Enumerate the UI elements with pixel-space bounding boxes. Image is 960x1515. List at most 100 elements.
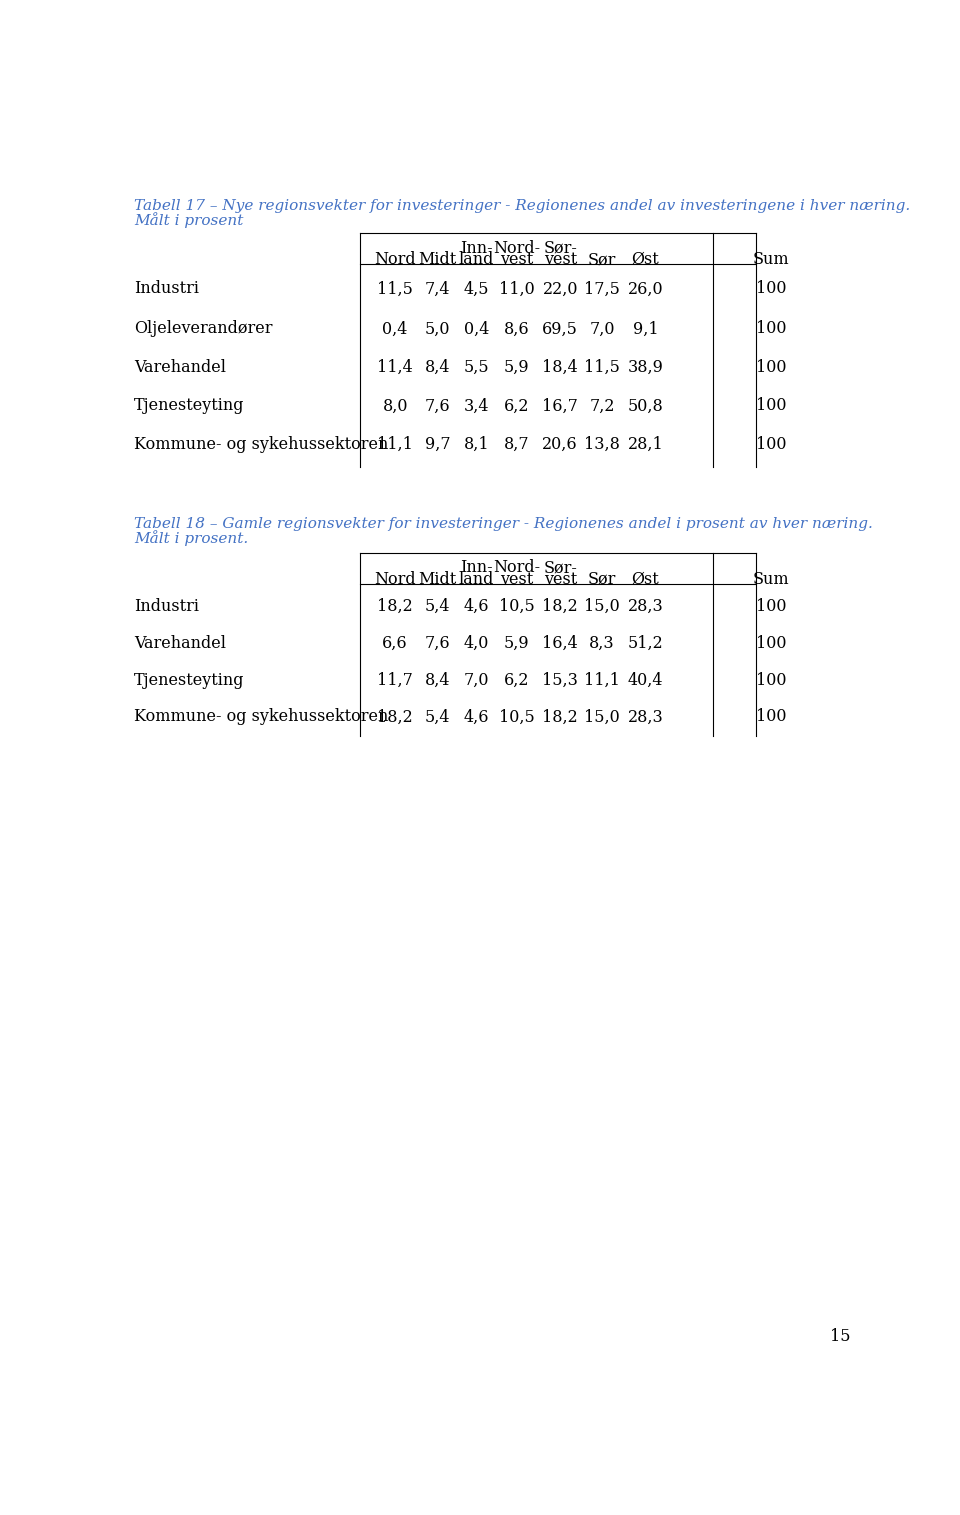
Text: 15,3: 15,3 (542, 671, 578, 688)
Text: 26,0: 26,0 (628, 280, 663, 297)
Text: Kommune- og sykehussektoren: Kommune- og sykehussektoren (134, 709, 389, 726)
Text: 38,9: 38,9 (628, 359, 663, 376)
Text: 9,1: 9,1 (633, 320, 659, 338)
Text: 8,3: 8,3 (589, 635, 614, 651)
Text: 15,0: 15,0 (585, 597, 620, 615)
Text: 50,8: 50,8 (628, 397, 663, 415)
Text: 3,4: 3,4 (464, 397, 490, 415)
Text: vest: vest (543, 571, 577, 588)
Text: 5,4: 5,4 (425, 597, 450, 615)
Text: Industri: Industri (134, 280, 199, 297)
Text: 28,3: 28,3 (628, 597, 663, 615)
Text: vest: vest (543, 251, 577, 268)
Text: Inn-: Inn- (460, 559, 492, 576)
Text: 100: 100 (756, 359, 786, 376)
Text: 8,1: 8,1 (464, 436, 490, 453)
Text: 100: 100 (756, 320, 786, 338)
Text: Midt: Midt (419, 251, 457, 268)
Text: vest: vest (500, 251, 534, 268)
Text: Målt i prosent: Målt i prosent (134, 212, 243, 229)
Text: 51,2: 51,2 (628, 635, 663, 651)
Text: 5,9: 5,9 (504, 359, 530, 376)
Text: 11,4: 11,4 (377, 359, 413, 376)
Text: Varehandel: Varehandel (134, 359, 226, 376)
Text: 18,4: 18,4 (542, 359, 578, 376)
Text: 100: 100 (756, 709, 786, 726)
Text: 7,6: 7,6 (425, 397, 450, 415)
Text: vest: vest (500, 571, 534, 588)
Text: Tabell 18 – Gamle regionsvekter for investeringer - Regionenes andel i prosent a: Tabell 18 – Gamle regionsvekter for inve… (134, 517, 873, 530)
Text: 13,8: 13,8 (584, 436, 620, 453)
Text: 100: 100 (756, 280, 786, 297)
Text: 100: 100 (756, 671, 786, 688)
Text: 22,0: 22,0 (542, 280, 578, 297)
Text: 100: 100 (756, 436, 786, 453)
Text: Øst: Øst (632, 251, 660, 268)
Text: 8,4: 8,4 (425, 359, 450, 376)
Text: Sum: Sum (753, 251, 789, 268)
Text: 4,6: 4,6 (464, 597, 490, 615)
Text: 100: 100 (756, 397, 786, 415)
Text: 11,7: 11,7 (377, 671, 413, 688)
Text: 18,2: 18,2 (542, 597, 578, 615)
Text: Oljeleverandører: Oljeleverandører (134, 320, 273, 338)
Text: 9,7: 9,7 (425, 436, 450, 453)
Text: Sør-: Sør- (543, 559, 577, 576)
Text: Nord: Nord (374, 571, 416, 588)
Text: Sør: Sør (588, 251, 616, 268)
Text: Tjenesteyting: Tjenesteyting (134, 671, 245, 688)
Text: 7,2: 7,2 (589, 397, 614, 415)
Text: Industri: Industri (134, 597, 199, 615)
Text: 8,6: 8,6 (504, 320, 530, 338)
Text: land: land (459, 571, 494, 588)
Text: Målt i prosent.: Målt i prosent. (134, 530, 249, 547)
Text: 5,5: 5,5 (464, 359, 490, 376)
Text: 5,4: 5,4 (425, 709, 450, 726)
Text: 6,2: 6,2 (504, 671, 530, 688)
Text: 11,5: 11,5 (584, 359, 620, 376)
Text: Tabell 17 – Nye regionsvekter for investeringer - Regionenes andel av investerin: Tabell 17 – Nye regionsvekter for invest… (134, 198, 910, 212)
Text: Nord-: Nord- (493, 559, 540, 576)
Text: 4,0: 4,0 (464, 635, 490, 651)
Text: Kommune- og sykehussektoren: Kommune- og sykehussektoren (134, 436, 389, 453)
Text: 15: 15 (830, 1327, 851, 1344)
Text: 18,2: 18,2 (377, 709, 413, 726)
Text: 10,5: 10,5 (499, 597, 535, 615)
Text: 8,0: 8,0 (382, 397, 408, 415)
Text: 0,4: 0,4 (464, 320, 490, 338)
Text: 100: 100 (756, 635, 786, 651)
Text: Sør-: Sør- (543, 239, 577, 256)
Text: 20,6: 20,6 (542, 436, 578, 453)
Text: 6,6: 6,6 (382, 635, 408, 651)
Text: 7,0: 7,0 (589, 320, 614, 338)
Text: 8,7: 8,7 (504, 436, 530, 453)
Text: 7,4: 7,4 (425, 280, 450, 297)
Text: 40,4: 40,4 (628, 671, 663, 688)
Text: Varehandel: Varehandel (134, 635, 226, 651)
Text: 11,1: 11,1 (584, 671, 620, 688)
Text: 18,2: 18,2 (377, 597, 413, 615)
Text: 28,3: 28,3 (628, 709, 663, 726)
Text: 0,4: 0,4 (382, 320, 408, 338)
Text: 17,5: 17,5 (584, 280, 620, 297)
Text: 11,0: 11,0 (499, 280, 535, 297)
Text: 28,1: 28,1 (628, 436, 663, 453)
Text: Inn-: Inn- (460, 239, 492, 256)
Text: Sum: Sum (753, 571, 789, 588)
Text: 16,4: 16,4 (542, 635, 578, 651)
Text: 100: 100 (756, 597, 786, 615)
Text: Midt: Midt (419, 571, 457, 588)
Text: 5,9: 5,9 (504, 635, 530, 651)
Text: 15,0: 15,0 (585, 709, 620, 726)
Text: 18,2: 18,2 (542, 709, 578, 726)
Text: Nord-: Nord- (493, 239, 540, 256)
Text: land: land (459, 251, 494, 268)
Text: 11,5: 11,5 (377, 280, 413, 297)
Text: 5,0: 5,0 (425, 320, 450, 338)
Text: 16,7: 16,7 (542, 397, 578, 415)
Text: 7,6: 7,6 (425, 635, 450, 651)
Text: 69,5: 69,5 (542, 320, 578, 338)
Text: 10,5: 10,5 (499, 709, 535, 726)
Text: 8,4: 8,4 (425, 671, 450, 688)
Text: 6,2: 6,2 (504, 397, 530, 415)
